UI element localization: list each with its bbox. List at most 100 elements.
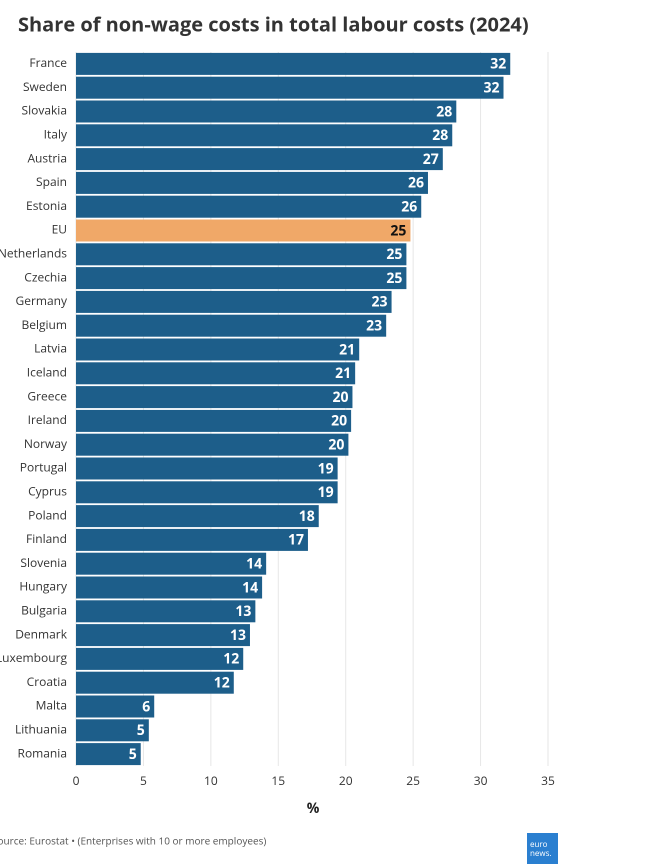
x-tick-label: 35 — [541, 772, 555, 789]
data-label: 21 — [339, 340, 355, 359]
bar — [76, 124, 453, 147]
y-tick-label: Austria — [27, 149, 67, 166]
data-label: 5 — [137, 721, 145, 740]
source-note: Source: Eurostat • (Enterprises with 10 … — [0, 834, 266, 848]
x-axis-label: % — [307, 799, 320, 818]
y-tick-label: Finland — [26, 530, 67, 547]
data-label: 27 — [423, 150, 439, 169]
bar — [76, 362, 356, 385]
y-tick-label: Denmark — [15, 625, 67, 642]
bar — [76, 481, 338, 504]
data-label: 32 — [483, 78, 499, 97]
bar — [76, 647, 244, 670]
bar — [76, 624, 250, 647]
bar — [76, 386, 353, 409]
data-label: 6 — [142, 697, 150, 716]
x-tick-label: 10 — [204, 772, 218, 789]
data-label: 25 — [386, 269, 402, 288]
y-tick-label: Poland — [28, 506, 67, 523]
data-label: 12 — [223, 650, 239, 669]
y-tick-label: Portugal — [20, 459, 67, 476]
bar — [76, 600, 256, 623]
bar — [76, 457, 338, 480]
y-tick-label: EU — [52, 221, 67, 238]
y-tick-label: Estonia — [26, 197, 67, 214]
bar — [76, 195, 422, 218]
data-label: 12 — [214, 673, 230, 692]
bar — [76, 338, 360, 361]
y-tick-label: Iceland — [27, 364, 67, 381]
logo — [527, 833, 558, 864]
y-tick-label: Bulgaria — [21, 602, 67, 619]
y-tick-label: Spain — [36, 173, 67, 190]
bar — [76, 671, 234, 694]
data-label: 26 — [401, 197, 417, 216]
y-tick-label: Slovakia — [22, 102, 68, 119]
data-label: 18 — [299, 507, 315, 526]
data-label: 23 — [372, 293, 388, 312]
y-tick-label: Romania — [18, 744, 67, 761]
bar — [76, 148, 443, 171]
bar — [76, 695, 155, 718]
y-tick-label: Belgium — [21, 316, 67, 333]
bar — [76, 243, 407, 266]
data-label: 20 — [328, 435, 344, 454]
data-label: 25 — [390, 221, 406, 240]
data-label: 28 — [436, 102, 452, 121]
y-tick-label: Hungary — [19, 578, 68, 595]
y-tick-label: Netherlands — [0, 245, 67, 262]
bar — [76, 552, 267, 575]
y-tick-label: Luxembourg — [0, 649, 67, 666]
logo-text: euro — [530, 839, 548, 850]
y-tick-label: Norway — [24, 435, 68, 452]
bar — [76, 743, 141, 766]
data-label: 21 — [335, 364, 351, 383]
bar — [76, 76, 504, 99]
data-label: 26 — [408, 174, 424, 193]
bar — [76, 100, 457, 123]
bar — [76, 52, 511, 75]
bar — [76, 219, 411, 242]
y-tick-label: Germany — [15, 292, 68, 309]
data-label: 20 — [331, 412, 347, 431]
data-label: 19 — [318, 483, 334, 502]
bar — [76, 314, 387, 337]
bar — [76, 433, 349, 456]
logo-text: news. — [530, 848, 552, 859]
x-tick-label: 20 — [339, 772, 353, 789]
y-tick-label: Malta — [36, 697, 67, 714]
data-label: 17 — [288, 531, 304, 550]
x-tick-label: 5 — [140, 772, 147, 789]
data-label: 5 — [129, 745, 137, 764]
data-label: 23 — [366, 316, 382, 335]
chart-title: Share of non-wage costs in total labour … — [18, 10, 529, 37]
y-tick-label: Czechia — [24, 268, 67, 285]
y-tick-label: Lithuania — [15, 721, 67, 738]
bar — [76, 528, 308, 551]
x-tick-label: 0 — [73, 772, 80, 789]
y-tick-label: Greece — [27, 387, 67, 404]
data-label: 25 — [386, 245, 402, 264]
bar — [76, 267, 407, 290]
y-tick-label: Latvia — [34, 340, 67, 357]
y-tick-label: Slovenia — [20, 554, 67, 571]
data-label: 13 — [230, 626, 246, 645]
y-tick-label: Italy — [44, 126, 68, 143]
x-tick-label: 25 — [406, 772, 420, 789]
bar — [76, 171, 428, 194]
data-label: 32 — [490, 55, 506, 74]
y-tick-label: Sweden — [23, 78, 67, 95]
y-tick-label: Cyprus — [28, 483, 67, 500]
bar — [76, 290, 392, 313]
x-tick-label: 30 — [474, 772, 488, 789]
data-label: 28 — [432, 126, 448, 145]
data-label: 14 — [242, 578, 258, 597]
y-tick-label: France — [29, 54, 67, 71]
y-tick-label: Croatia — [27, 673, 67, 690]
data-label: 13 — [235, 602, 251, 621]
bar — [76, 409, 352, 432]
data-label: 19 — [318, 459, 334, 478]
x-tick-label: 15 — [271, 772, 285, 789]
data-label: 20 — [332, 388, 348, 407]
